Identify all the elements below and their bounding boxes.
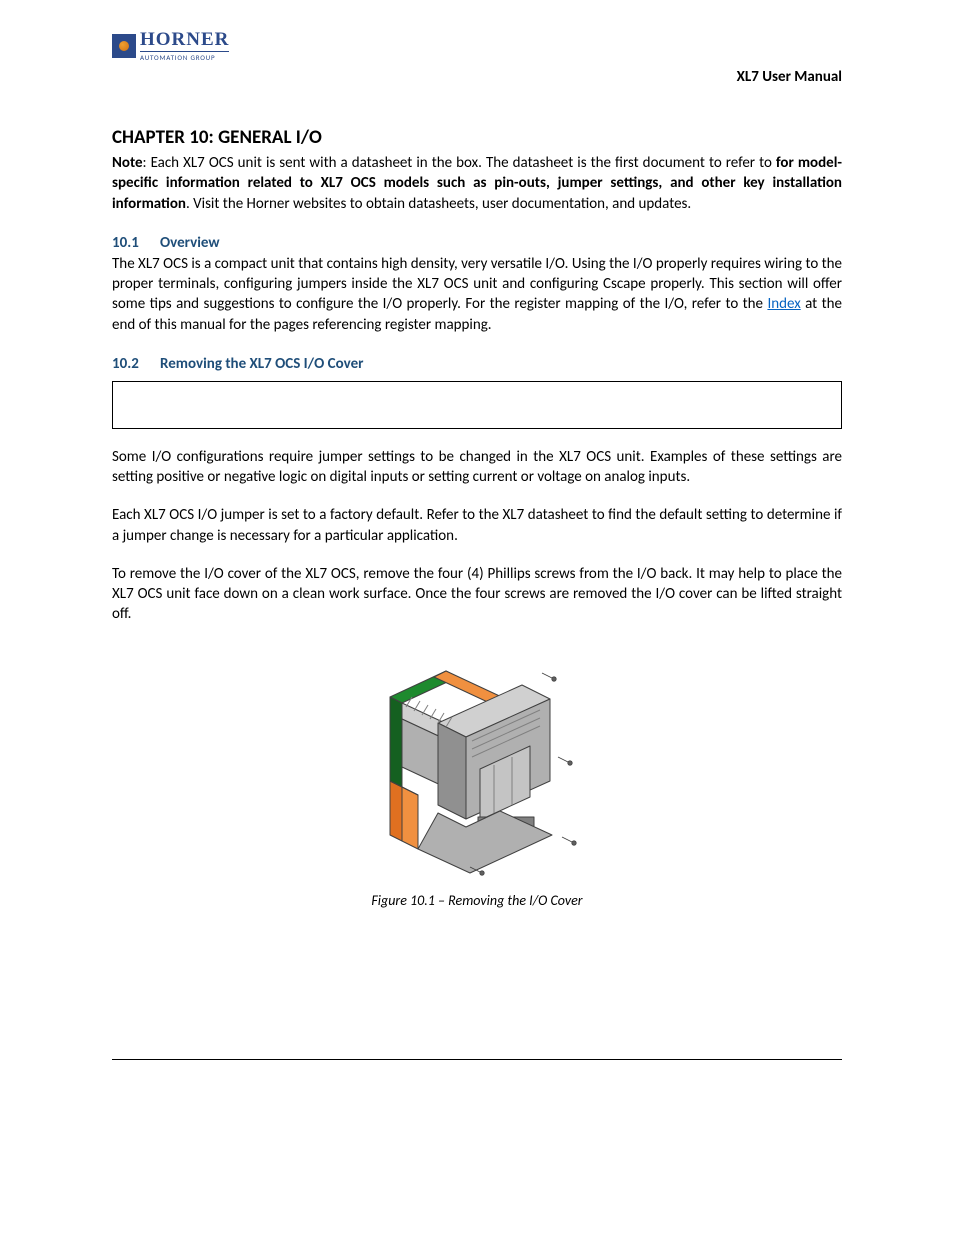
logo-subtext: AUTOMATION GROUP [140, 53, 229, 62]
document-title: XL7 User Manual [737, 68, 842, 86]
section-10-2-heading: 10.2Removing the XL7 OCS I/O Cover [112, 355, 842, 373]
section-10-1-heading: 10.1Overview [112, 234, 842, 252]
chapter-title: CHAPTER 10: GENERAL I/O [112, 126, 842, 149]
section-10-2-p3: To remove the I/O cover of the XL7 OCS, … [112, 564, 842, 625]
chapter-note: Note: Each XL7 OCS unit is sent with a d… [112, 153, 842, 214]
logo-text: HORNER [140, 30, 229, 49]
logo-icon [112, 34, 136, 58]
section-10-2-p1: Some I/O configurations require jumper s… [112, 447, 842, 488]
figure-10-1: Figure 10.1 – Removing the I/O Cover [112, 661, 842, 909]
section-10-2-p2: Each XL7 OCS I/O jumper is set to a fact… [112, 505, 842, 546]
figure-caption: Figure 10.1 – Removing the I/O Cover [112, 892, 842, 909]
warning-box [112, 381, 842, 429]
brand-logo: HORNER AUTOMATION GROUP [112, 30, 237, 62]
io-cover-illustration [372, 661, 582, 876]
index-link[interactable]: Index [767, 295, 800, 313]
section-10-1-body: The XL7 OCS is a compact unit that conta… [112, 254, 842, 335]
page-header: HORNER AUTOMATION GROUP XL7 User Manual [112, 30, 842, 86]
footer-rule [112, 1059, 842, 1060]
